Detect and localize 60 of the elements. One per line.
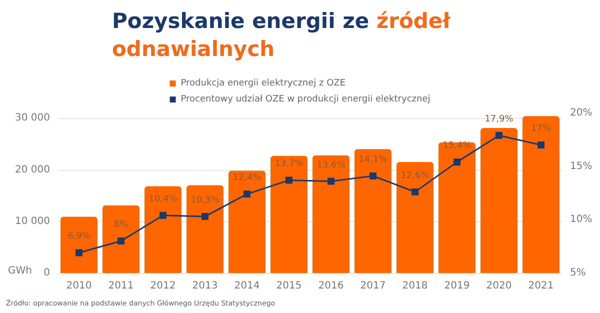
data-label: 10,4%	[148, 194, 178, 204]
bar	[522, 116, 560, 273]
data-label: 6,9%	[68, 232, 91, 242]
point	[244, 190, 250, 198]
chart-title: Pozyskanie energii ze źródeł odnawialnych	[112, 9, 450, 61]
bar	[102, 205, 140, 273]
point	[370, 172, 376, 180]
bar	[312, 155, 350, 273]
point	[496, 132, 502, 139]
point	[412, 188, 418, 196]
x-tick-label: 2012	[150, 280, 176, 292]
data-label: 8%	[114, 220, 129, 230]
y2-tick-label: 10%	[570, 214, 592, 226]
point	[328, 178, 334, 185]
y2-tick-label: 5%	[570, 268, 586, 278]
data-label: 10,3%	[190, 195, 220, 206]
y-tick-label: 0	[44, 268, 50, 278]
point	[76, 249, 82, 256]
data-label: 14,1%	[358, 154, 388, 165]
bar	[186, 185, 224, 273]
data-label: 12,4%	[232, 173, 262, 184]
point	[118, 238, 124, 244]
point	[538, 142, 544, 148]
y-tick-label: 30 000	[15, 112, 50, 124]
y-axis-title: GWh	[8, 266, 32, 276]
point	[286, 176, 292, 184]
x-tick-label: 2019	[444, 280, 470, 292]
x-tick-label: 2020	[486, 280, 512, 292]
x-tick-label: 2017	[360, 280, 386, 292]
data-label: 17%	[530, 124, 552, 134]
bar	[438, 142, 476, 273]
bar	[228, 170, 266, 273]
x-tick-label: 2016	[318, 280, 344, 292]
point	[160, 212, 166, 219]
x-tick-label: 2015	[276, 280, 302, 292]
data-label: 13,6%	[316, 160, 346, 170]
y-tick-label: 10 000	[15, 216, 50, 227]
x-tick-label: 2011	[108, 280, 134, 292]
legend-label: Produkcja energii elektrycznej z OZE	[180, 78, 346, 88]
y-tick-label: 20 000	[15, 164, 50, 176]
bar	[480, 128, 518, 273]
point	[202, 212, 208, 220]
legend-label: Procentowy udział OZE w produkcji energii elektrycznej	[180, 94, 430, 104]
data-label: 12,6%	[400, 170, 430, 181]
data-label: 13,7%	[274, 159, 304, 170]
x-tick-label: 2013	[192, 280, 218, 292]
point	[454, 158, 460, 166]
bar	[354, 149, 392, 273]
bar	[396, 162, 434, 273]
x-tick-label: 2021	[528, 280, 554, 292]
y2-tick-label: 15%	[570, 160, 592, 172]
x-tick-label: 2018	[402, 280, 428, 292]
bar	[270, 156, 308, 273]
data-label: 15,4%	[442, 141, 472, 152]
x-tick-label: 2010	[66, 280, 92, 292]
bar	[144, 186, 182, 273]
y2-tick-label: 20%	[570, 108, 592, 118]
x-tick-label: 2014	[234, 280, 260, 292]
data-label: 17,9%	[484, 114, 514, 124]
bar	[60, 216, 98, 273]
